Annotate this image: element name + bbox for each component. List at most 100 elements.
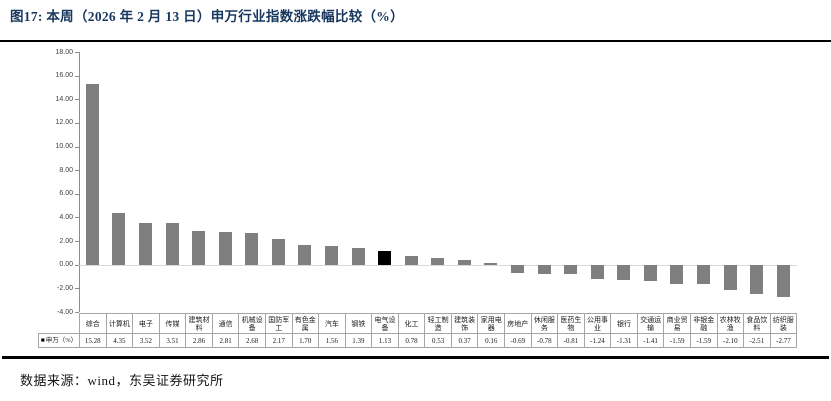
table-header-cell: 通信 bbox=[211, 313, 240, 334]
chart-bar bbox=[165, 223, 179, 265]
y-tick-label: 18.00 bbox=[55, 48, 73, 56]
table-value-cell: -1.31 bbox=[610, 333, 638, 348]
y-tick-mark bbox=[75, 99, 79, 101]
table-value-cell: -1.59 bbox=[689, 333, 718, 348]
chart-bar bbox=[617, 264, 631, 281]
table-header-cell: 非银金融 bbox=[689, 313, 718, 334]
table-value-cell: -0.69 bbox=[504, 333, 532, 348]
chart-bar bbox=[431, 258, 445, 265]
chart-bar bbox=[670, 264, 684, 284]
table-header-cell: 化工 bbox=[397, 313, 426, 334]
y-tick-label: -2.00 bbox=[57, 284, 73, 292]
table-value-cell: -2.51 bbox=[743, 333, 771, 348]
table-header-cell: 医药生物 bbox=[557, 313, 585, 334]
table-value-cell: -0.78 bbox=[530, 333, 559, 348]
chart-bar bbox=[537, 264, 551, 274]
chart-bar bbox=[245, 233, 259, 265]
table-header-cell: 建筑材料 bbox=[185, 313, 213, 334]
chart-bar bbox=[457, 260, 471, 265]
table-header-cell: 综合 bbox=[79, 313, 107, 334]
chart-bar bbox=[750, 264, 764, 295]
table-header-cell: 电子 bbox=[132, 313, 160, 334]
chart-bar bbox=[112, 213, 126, 265]
chart-bar bbox=[85, 84, 99, 265]
y-tick-mark bbox=[75, 122, 79, 124]
table-header-cell: 家用电器 bbox=[477, 313, 505, 334]
table-value-cell: 15.28 bbox=[79, 333, 107, 348]
legend-key-cell: ■申万（%） bbox=[38, 333, 80, 348]
y-tick-mark bbox=[75, 75, 79, 77]
table-value-cell: 1.13 bbox=[371, 333, 399, 348]
y-tick-label: 4.00 bbox=[59, 213, 73, 221]
y-tick-mark bbox=[75, 264, 79, 266]
table-value-cell: -1.41 bbox=[636, 333, 665, 348]
table-corner-cell bbox=[39, 314, 80, 334]
y-tick-mark bbox=[75, 241, 79, 243]
y-tick-label: 6.00 bbox=[59, 190, 73, 198]
table-header-cell: 钢铁 bbox=[344, 313, 373, 334]
table-value-cell: 0.78 bbox=[397, 333, 426, 348]
chart-bar bbox=[590, 264, 604, 280]
table-header-cell: 房地产 bbox=[504, 313, 532, 334]
legend-square-icon: ■ bbox=[40, 336, 45, 344]
table-header-cell: 国防军工 bbox=[264, 313, 293, 334]
y-tick-mark bbox=[75, 52, 79, 53]
chart-bar bbox=[510, 264, 524, 273]
y-tick-label: -4.00 bbox=[57, 308, 73, 316]
chart-bar bbox=[351, 248, 365, 265]
table-value-cell: 4.35 bbox=[105, 333, 134, 348]
zero-gridline bbox=[79, 264, 797, 266]
bottom-separator-line bbox=[2, 356, 829, 359]
table-value-cell: -1.24 bbox=[583, 333, 612, 348]
table-value-cell: 2.17 bbox=[264, 333, 293, 348]
data-source-caption: 数据来源：wind，东吴证券研究所 bbox=[20, 373, 224, 388]
table-header-cell: 食品饮料 bbox=[743, 313, 771, 334]
chart-bar bbox=[643, 264, 657, 282]
y-tick-label: 2.00 bbox=[59, 237, 73, 245]
table-header-cell: 纺织服装 bbox=[769, 313, 798, 334]
table-header-cell: 银行 bbox=[610, 313, 638, 334]
table-value-cell: -2.77 bbox=[769, 333, 798, 348]
chart-bar bbox=[298, 244, 312, 265]
chart-bar bbox=[192, 230, 206, 265]
table-value-cell: 1.70 bbox=[291, 333, 320, 348]
table-value-cell: 1.39 bbox=[344, 333, 373, 348]
y-axis-line bbox=[79, 52, 80, 312]
table-value-cell: -2.10 bbox=[716, 333, 745, 348]
table-value-cell: 1.56 bbox=[318, 333, 346, 348]
y-tick-mark bbox=[75, 288, 79, 290]
chart-bar bbox=[696, 264, 710, 284]
chart-bar bbox=[324, 246, 338, 265]
y-tick-mark bbox=[75, 146, 79, 148]
table-value-cell: 2.81 bbox=[211, 333, 240, 348]
table-header-cell: 公用事业 bbox=[583, 313, 612, 334]
table-header-cell: 农林牧渔 bbox=[716, 313, 745, 334]
chart-bar bbox=[776, 264, 790, 298]
table-value-cell: 0.16 bbox=[477, 333, 505, 348]
table-header-cell: 计算机 bbox=[105, 313, 134, 334]
chart-bar bbox=[484, 262, 498, 265]
chart-bar bbox=[404, 255, 418, 265]
table-header-cell: 商业贸易 bbox=[663, 313, 691, 334]
chart-data-table: 综合 计算机 电子 传媒 建筑材料 通信 机械设备 国防军工 有色金属 汽车 钢铁 电气设备 化工 轻工制… bbox=[38, 313, 798, 348]
bar-chart: 18.00 16.00 14.00 12.00 10.00 8.00 6.00 4.00 2.0… bbox=[0, 44, 831, 352]
y-tick-mark bbox=[75, 170, 79, 172]
table-value-cell: 0.53 bbox=[424, 333, 452, 348]
y-tick-label: 14.00 bbox=[55, 95, 73, 103]
y-tick-label: 10.00 bbox=[55, 143, 73, 151]
chart-bar bbox=[378, 251, 392, 265]
chart-bar bbox=[218, 231, 232, 265]
table-value-cell: 0.37 bbox=[450, 333, 479, 348]
table-header-row: 综合 计算机 电子 传媒 建筑材料 通信 机械设备 国防军工 有色金属 汽车 钢铁 电气设备 化工 轻工制… bbox=[39, 313, 798, 334]
table-header-cell: 汽车 bbox=[318, 313, 346, 334]
figure-title: 图17: 本周（2026 年 2 月 13 日）申万行业指数涨跌幅比较（%） bbox=[10, 9, 404, 24]
y-tick-label: 12.00 bbox=[55, 119, 73, 127]
y-tick-mark bbox=[75, 217, 79, 219]
table-value-cell: 2.68 bbox=[238, 333, 266, 348]
table-header-cell: 轻工制造 bbox=[424, 313, 452, 334]
legend-series-label: 申万（%） bbox=[45, 336, 78, 344]
table-value-cell: 2.86 bbox=[185, 333, 213, 348]
y-tick-label: 0.00 bbox=[59, 261, 73, 269]
table-header-cell: 电气设备 bbox=[371, 313, 399, 334]
